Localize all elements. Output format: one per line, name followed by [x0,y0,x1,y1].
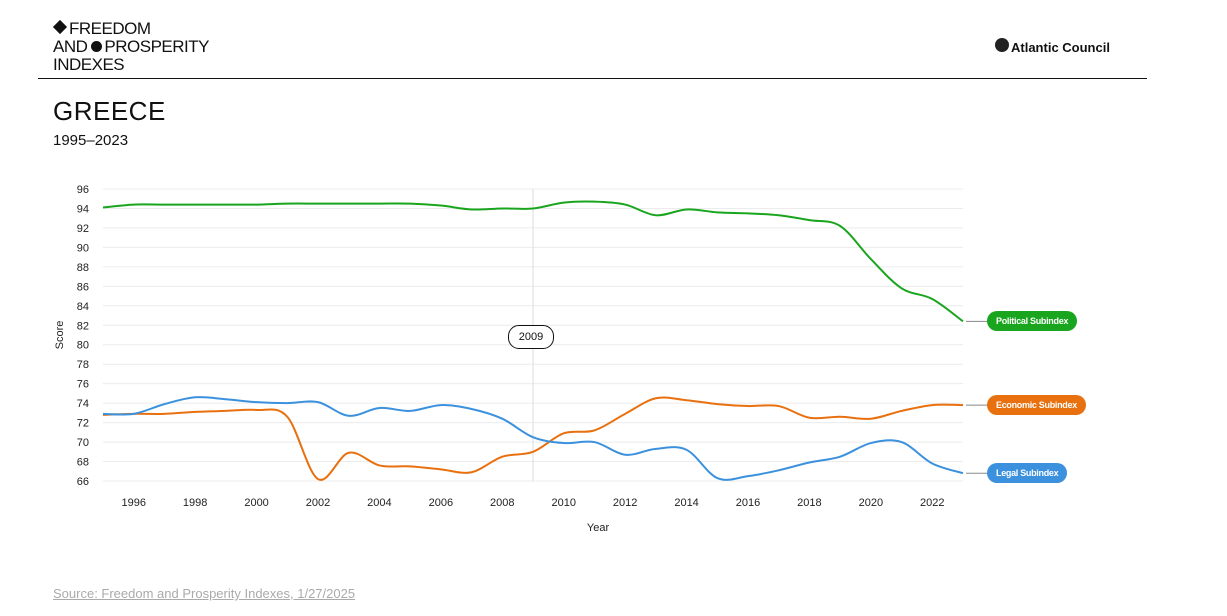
globe-icon [995,37,1009,52]
y-tick-label: 96 [77,184,89,196]
y-tick-label: 72 [77,418,89,430]
y-axis-label: Score [54,321,66,350]
series-line-legal-subindex [102,396,964,481]
logo-text: PROSPERITY [104,37,209,56]
x-tick-label: 2004 [367,497,391,509]
logo-text: AND [53,37,88,56]
y-tick-label: 86 [77,281,89,293]
brand-name: Atlantic Council [1011,40,1110,55]
y-tick-label: 78 [77,359,89,371]
x-tick-label: 1996 [121,497,145,509]
x-tick-label: 2006 [429,497,453,509]
y-tick-label: 70 [77,437,89,449]
x-tick-label: 2008 [490,497,514,509]
source-link[interactable]: Source: Freedom and Prosperity Indexes, … [53,586,356,601]
y-tick-label: 76 [77,379,89,391]
series-line-economic-subindex [102,396,964,481]
x-tick-label: 2002 [306,497,330,509]
y-tick-label: 68 [77,457,89,469]
logo-text: FREEDOM [69,19,151,38]
x-tick-label: 2010 [551,497,575,509]
y-tick-label: 88 [77,262,89,274]
y-tick-label: 92 [77,223,89,235]
series-label[interactable]: Political Subindex [987,311,1078,332]
year-tooltip: 2009 [508,325,554,349]
x-tick-label: 1998 [183,497,207,509]
y-tick-label: 82 [77,320,89,332]
y-tick-label: 74 [77,398,89,410]
x-tick-label: 2018 [797,497,821,509]
x-tick-label: 2016 [736,497,760,509]
series-line-political-subindex [102,200,964,323]
x-tick-label: 2000 [244,497,268,509]
fpi-logo: FREEDOM AND PROSPERITY INDEXES [52,19,209,74]
page-subtitle: 1995–2023 [53,132,129,149]
atlantic-council-logo[interactable]: Atlantic Council [995,37,1110,55]
x-tick-label: 2020 [859,497,883,509]
x-tick-label: 2014 [674,497,698,509]
series-label[interactable]: Legal Subindex [987,463,1068,484]
y-tick-label: 84 [77,301,89,313]
logo-text: INDEXES [53,55,125,74]
y-tick-label: 90 [77,242,89,254]
y-tick-label: 80 [77,340,89,352]
y-tick-label: 94 [77,203,89,215]
circle-icon [91,41,103,52]
x-tick-label: 2012 [613,497,637,509]
x-tick-label: 2022 [920,497,944,509]
page-title: GREECE [53,96,166,126]
y-tick-label: 66 [77,476,89,488]
series-label[interactable]: Economic Subindex [987,395,1086,416]
x-axis-label: Year [587,522,610,534]
header-divider [38,78,1147,79]
